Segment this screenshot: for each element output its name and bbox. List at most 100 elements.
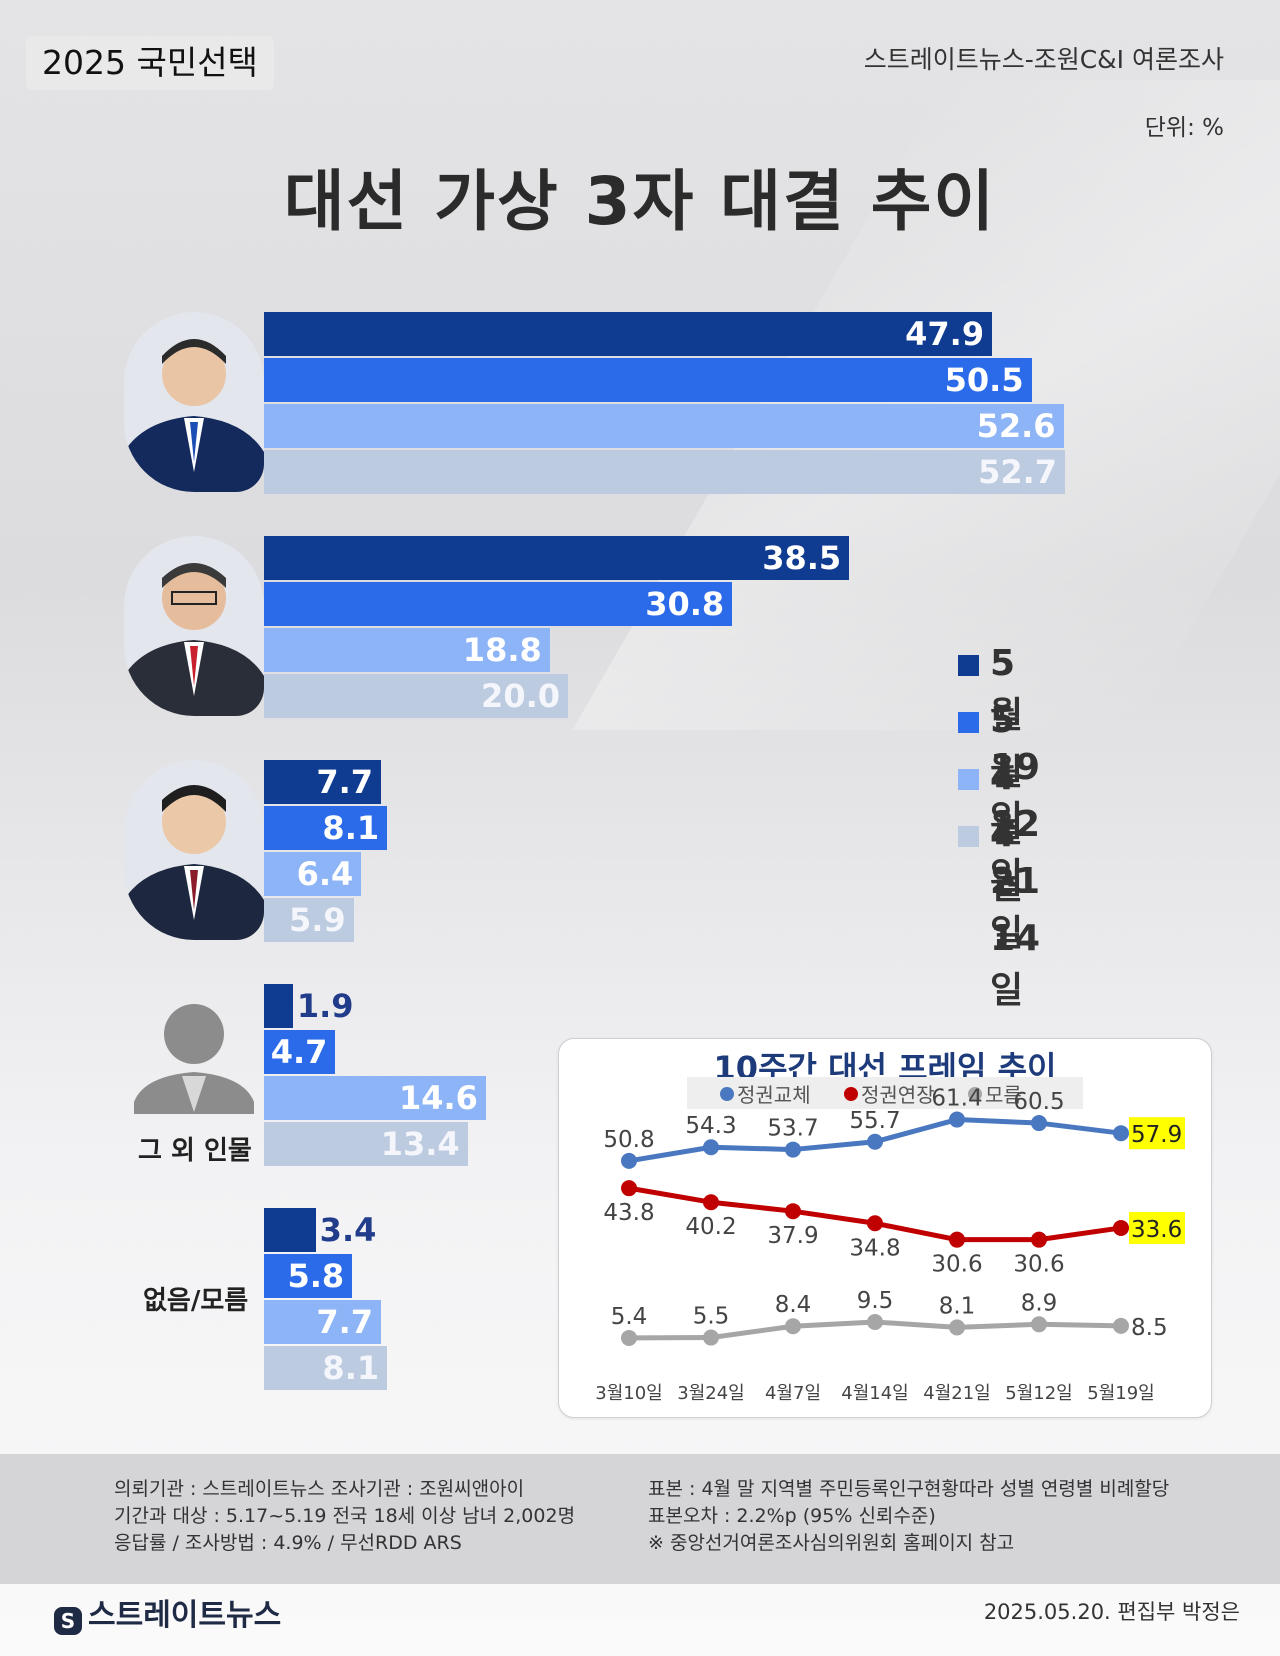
series-point	[867, 1313, 883, 1330]
candidate-1-photo	[124, 312, 264, 492]
legend-label: 4월21일	[990, 757, 1041, 954]
series-value-label: 5.5	[693, 1304, 730, 1330]
bar-value-label: 30.8	[645, 585, 725, 623]
candidate-2-photo	[124, 536, 264, 716]
legend-swatch	[958, 655, 979, 676]
legend-label: 5월12일	[990, 700, 1041, 897]
brand-mark-icon: S	[54, 1607, 82, 1635]
series-value-label: 40.2	[685, 1214, 736, 1240]
legend-label: 4월14일	[990, 814, 1041, 1011]
series-point	[1113, 1317, 1129, 1334]
unit-label: 단위: %	[1144, 115, 1224, 141]
survey-source: 스트레이트뉴스-조원C&I 여론조사	[863, 45, 1224, 74]
series-value-label: 34.8	[849, 1235, 900, 1261]
brand-name: 스트레이트뉴스	[88, 1598, 282, 1633]
series-point	[785, 1203, 801, 1220]
series-value-label: 9.5	[857, 1288, 894, 1314]
series-value-label: 60.5	[1013, 1089, 1064, 1115]
bar-value-label: 50.5	[944, 361, 1024, 399]
frame-trend-panel: 10주간 대선 프레임 추이 정권교체 정권연장 모름 50.8 54.3 53.7 55.…	[558, 1038, 1212, 1418]
bar-1-4: 52.7	[264, 450, 1066, 494]
x-tick-label: 3월24일	[677, 1383, 744, 1404]
bar-2-2: 30.8	[264, 582, 733, 626]
footer-line: ※ 중앙선거여론조사심의위원회 홈페이지 참고	[648, 1532, 1015, 1554]
bar-value-label: 20.0	[481, 677, 560, 715]
footer-right: 표본 : 4월 말 지역별 주민등록인구현황따라 성별 연령별 비례할당 표본오…	[648, 1476, 1169, 1557]
bar-1-1: 47.9	[264, 312, 993, 356]
series-point	[949, 1231, 965, 1248]
series-value-label: 53.7	[767, 1116, 818, 1142]
series-value-label: 8.1	[939, 1293, 976, 1319]
footer-line: 의뢰기관 : 스트레이트뉴스 조사기관 : 조원씨앤아이	[114, 1478, 525, 1500]
bar-value-label: 8.1	[322, 1349, 380, 1387]
page-title: 대선 가상 3자 대결 추이	[283, 163, 997, 240]
bar-value-label: 47.9	[905, 315, 985, 353]
bar-value-label: 4.7	[270, 1033, 328, 1071]
bar-value-label: 14.6	[398, 1079, 478, 1117]
series-value-label: 8.9	[1021, 1290, 1058, 1316]
x-tick-label: 4월21일	[923, 1383, 990, 1404]
series-point	[703, 1194, 719, 1211]
footer-line: 기간과 대상 : 5.17~5.19 전국 18세 이상 남녀 2,002명	[114, 1505, 576, 1527]
bar-value-label: 7.7	[316, 1303, 374, 1341]
legend-swatch	[958, 826, 979, 847]
series-point	[1031, 1231, 1047, 1248]
series-point	[703, 1329, 719, 1346]
x-tick-label: 5월12일	[1005, 1383, 1072, 1404]
series-point	[1031, 1115, 1047, 1132]
series-point	[867, 1215, 883, 1232]
series-value-label: 37.9	[767, 1223, 818, 1249]
bar-value-label: 5.8	[287, 1257, 345, 1295]
brand-logo: S 스트레이트뉴스	[54, 1590, 281, 1635]
series-value-label: 57.9	[1131, 1122, 1182, 1148]
line-legend-marker	[720, 1087, 734, 1101]
series-point	[621, 1180, 637, 1197]
line-chart: 정권교체 정권연장 모름 50.8 54.3 53.7 55.7 61.4 60.5 57.9 43…	[595, 1077, 1185, 1404]
line-legend-marker	[968, 1087, 982, 1101]
bar-value-label: 3.4	[319, 1211, 377, 1249]
bar-value-label: 5.9	[288, 901, 346, 939]
line-legend-bg	[687, 1077, 1083, 1109]
legend-swatch	[958, 769, 979, 790]
bar-value-label: 38.5	[762, 539, 842, 577]
group-label-none: 없음/모름	[143, 1286, 249, 1316]
bar-5-4: 8.1	[264, 1346, 388, 1390]
footer: 의뢰기관 : 스트레이트뉴스 조사기관 : 조원씨앤아이 기간과 대상 : 5.…	[0, 1454, 1280, 1584]
bar-2-3: 18.8	[264, 628, 550, 672]
bar-5-2: 5.8	[264, 1254, 353, 1298]
bar-5-3: 7.7	[264, 1300, 382, 1344]
bar-value-label: 8.1	[322, 809, 380, 847]
bar-5-1: 3.4	[264, 1208, 376, 1252]
group-label-others: 그 외 인물	[138, 1136, 252, 1166]
series-point	[621, 1329, 637, 1346]
footer-line: 표본오차 : 2.2%p (95% 신뢰수준)	[648, 1505, 936, 1527]
series-value-label: 5.4	[611, 1304, 648, 1330]
series-point	[621, 1152, 637, 1169]
bar-2-4: 20.0	[264, 674, 568, 718]
series-value-label: 43.8	[603, 1200, 654, 1226]
bar-4-3: 14.6	[264, 1076, 486, 1120]
series-point	[949, 1319, 965, 1336]
series-point	[1031, 1316, 1047, 1333]
highlight-box	[1129, 1117, 1185, 1150]
bar-4-2: 4.7	[264, 1030, 336, 1074]
x-tick-label: 4월7일	[765, 1383, 821, 1404]
series-value-label: 61.4	[931, 1086, 982, 1112]
bar-value-label: 52.7	[978, 453, 1058, 491]
legend-swatch	[958, 712, 979, 733]
bar-value-label: 52.6	[976, 407, 1056, 445]
line-legend-label: 정권교체	[737, 1083, 811, 1107]
series-value-label: 8.4	[775, 1292, 812, 1318]
line-legend-label: 모름	[985, 1083, 1022, 1107]
series-value-label: 30.6	[931, 1252, 982, 1278]
footer-line: 표본 : 4월 말 지역별 주민등록인구현황따라 성별 연령별 비례할당	[648, 1478, 1170, 1500]
series-value-label: 54.3	[685, 1113, 736, 1139]
series-value-label: 30.6	[1013, 1252, 1064, 1278]
bar-value-label: 6.4	[296, 855, 354, 893]
bar-3-3: 6.4	[264, 852, 362, 896]
line-legend-label: 정권연장	[861, 1083, 935, 1107]
x-tick-label: 4월14일	[841, 1383, 908, 1404]
bar-1-3: 52.6	[264, 404, 1064, 448]
series-point	[785, 1318, 801, 1335]
bar-3-2: 8.1	[264, 806, 388, 850]
